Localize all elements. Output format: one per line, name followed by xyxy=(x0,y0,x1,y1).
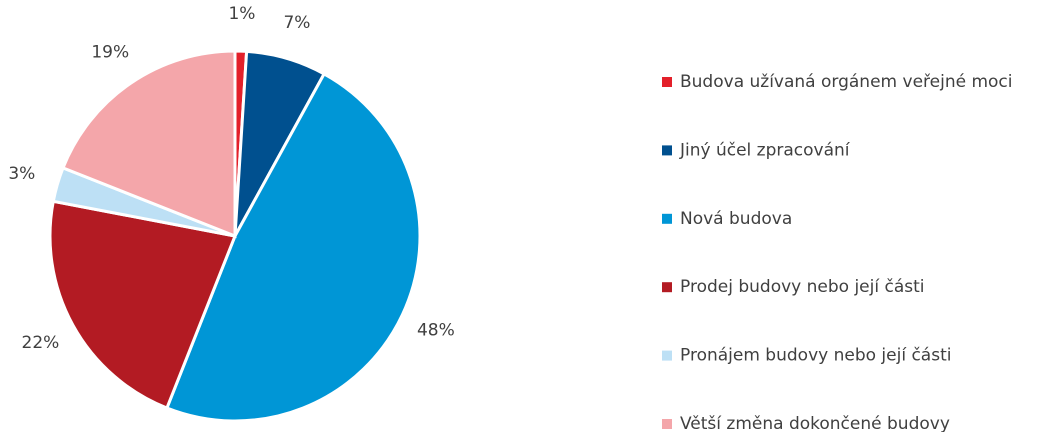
legend-swatch xyxy=(662,419,672,429)
legend-label: Pronájem budovy nebo její části xyxy=(680,346,951,366)
data-label: 1% xyxy=(228,4,255,24)
legend-swatch xyxy=(662,145,672,156)
data-label: 19% xyxy=(91,42,129,62)
pie-slice xyxy=(164,71,422,423)
legend-label: Budova užívaná orgánem veřejné moci xyxy=(680,72,1013,92)
legend-label: Jiný účel zpracování xyxy=(679,140,851,160)
legend-label: Nová budova xyxy=(680,209,792,229)
legend-swatch xyxy=(662,77,672,87)
legend-label: Prodej budovy nebo její části xyxy=(680,277,925,297)
data-label: 22% xyxy=(22,333,60,353)
pie-slice xyxy=(48,199,238,410)
legend-swatch xyxy=(662,350,672,361)
data-label: 48% xyxy=(417,321,455,341)
data-label: 7% xyxy=(283,13,310,33)
legend-label: Větší změna dokončené budovy xyxy=(680,414,950,432)
legend-swatch xyxy=(662,213,672,224)
pie-slice xyxy=(61,49,237,239)
legend-swatch xyxy=(662,282,672,293)
data-label: 3% xyxy=(8,164,35,184)
